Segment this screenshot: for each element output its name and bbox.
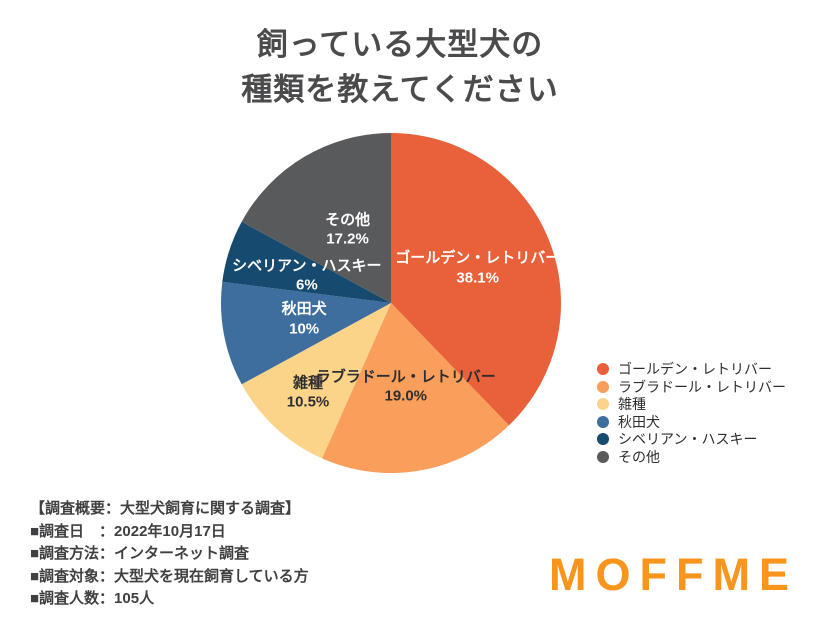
survey-line-4: ■調査人数：105人 xyxy=(30,590,155,607)
chart-legend: ゴールデン・レトリバー ラブラドール・レトリバー 雑種 秋田犬 シベリアン・ハスキー その… xyxy=(597,362,786,464)
legend-item-1: ラブラドール・レトリバー xyxy=(597,380,786,394)
legend-item-0: ゴールデン・レトリバー xyxy=(597,362,786,376)
legend-dot-icon xyxy=(597,450,609,463)
legend-label: ゴールデン・レトリバー xyxy=(618,361,772,377)
slice-label-name: ゴールデン・レトリバー xyxy=(395,249,561,267)
legend-label: 雑種 xyxy=(618,396,646,412)
pie-slice-3 xyxy=(221,281,391,385)
legend-item-4: シベリアン・ハスキー xyxy=(597,432,786,446)
slice-label-0: ゴールデン・レトリバー 38.1% xyxy=(395,249,560,288)
slice-label-5: その他 17.2% xyxy=(325,210,370,249)
chart-title-line1: 飼っている大型犬の xyxy=(256,27,544,62)
slice-label-value: 10.5% xyxy=(286,393,330,411)
slice-label-1: ラブラドール・レトリバー 19.0% xyxy=(316,367,496,406)
survey-line-3: ■調査対象：大型犬を現在飼育している方 xyxy=(30,567,309,585)
legend-item-5: その他 xyxy=(597,450,786,464)
pie-chart xyxy=(221,133,561,473)
survey-summary: 【調査概要：大型犬飼育に関する調査】 ■調査日 ：2022年10月17日 ■調査方法… xyxy=(30,498,309,611)
slice-label-value: 38.1% xyxy=(456,269,499,287)
slice-label-4: シベリアン・ハスキー 6% xyxy=(232,256,381,295)
legend-dot-icon xyxy=(597,415,609,428)
pie-slice-4 xyxy=(222,221,391,303)
slice-label-name: シベリアン・ハスキー xyxy=(232,257,382,275)
slice-label-value: 6% xyxy=(296,276,318,294)
legend-label: 秋田犬 xyxy=(618,413,660,430)
survey-line-0: 【調査概要：大型犬飼育に関する調査】 xyxy=(30,500,301,517)
chart-title-line2: 種類を教えてください xyxy=(241,72,559,107)
slice-label-name: 秋田犬 xyxy=(281,300,327,318)
legend-dot-icon xyxy=(597,398,609,410)
pie-slice-2 xyxy=(241,303,391,459)
slice-label-name: 雑種 xyxy=(293,374,324,392)
slice-label-value: 19.0% xyxy=(384,387,428,405)
legend-label: ラブラドール・レトリバー xyxy=(618,378,786,395)
slice-label-name: ラブラドール・レトリバー xyxy=(315,368,496,386)
chart-title: 飼っている大型犬の 種類を教えてください xyxy=(0,22,800,112)
legend-item-2: 雑種 xyxy=(597,397,786,411)
survey-line-2: ■調査方法：インターネット調査 xyxy=(30,545,250,562)
pie-slice-5 xyxy=(241,133,391,303)
legend-dot-icon xyxy=(597,433,609,445)
moffme-logo: MOFFME xyxy=(549,549,798,600)
slice-label-name: その他 xyxy=(325,211,371,229)
legend-label: シベリアン・ハスキー xyxy=(618,431,758,447)
slice-label-value: 17.2% xyxy=(326,230,369,248)
slice-label-2: 雑種 10.5% xyxy=(287,373,330,412)
legend-dot-icon xyxy=(597,363,609,375)
pie-slice-1 xyxy=(322,303,509,473)
pie-slice-0 xyxy=(391,133,561,426)
legend-label: その他 xyxy=(618,448,660,465)
slice-label-value: 10% xyxy=(289,320,320,338)
survey-line-1: ■調査日 ：2022年10月17日 xyxy=(30,522,226,540)
slice-label-3: 秋田犬 10% xyxy=(282,300,327,339)
legend-item-3: 秋田犬 xyxy=(597,415,786,429)
legend-dot-icon xyxy=(597,380,609,393)
